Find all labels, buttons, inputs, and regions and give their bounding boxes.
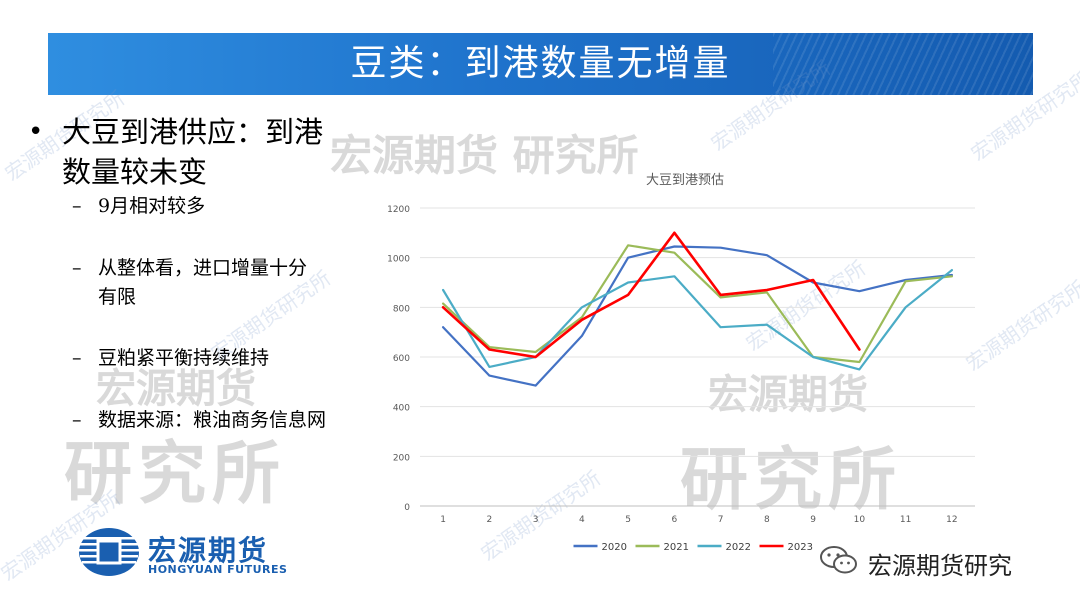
company-logo: 宏源期货 HONGYUAN FUTURES: [78, 527, 318, 577]
x-tick-label: 4: [579, 515, 585, 525]
sub-bullet-1: – 9月相对较多: [72, 192, 362, 221]
x-tick-label: 7: [718, 515, 724, 525]
series-line-2021: [441, 244, 954, 364]
x-tick-label: 3: [533, 515, 539, 525]
logo-text-en: HONGYUAN FUTURES: [148, 563, 288, 576]
y-tick-label: 1000: [387, 255, 410, 265]
wechat-label: 宏源期货研究: [868, 552, 1012, 580]
sub-bullet-4: – 数据来源：粮油商务信息网: [72, 406, 362, 435]
x-tick-label: 8: [764, 515, 770, 525]
sub-bullet-2-line-1: 从整体看，进口增量十分: [98, 257, 308, 279]
x-tick-label: 11: [900, 515, 911, 525]
sub-bullet-1-text: 9月相对较多: [98, 195, 206, 217]
x-tick-label: 5: [625, 515, 631, 525]
y-tick-label: 200: [393, 453, 410, 463]
x-axis: 1 2 3 4 5 6 7 8 9 10 11 12: [440, 515, 957, 525]
logo-emblem-icon: [79, 528, 139, 576]
x-tick-label: 6: [672, 515, 678, 525]
dash-icon: –: [72, 257, 82, 279]
x-tick-label: 10: [854, 515, 866, 525]
wechat-icon: [820, 546, 857, 574]
sub-bullet-2: – 从整体看，进口增量十分 有限: [72, 254, 362, 312]
sub-bullet-3: – 豆粕紧平衡持续维持: [72, 344, 362, 373]
series-line-2022: [441, 268, 954, 371]
series-line-2020: [441, 245, 954, 387]
main-bullet-block: • 大豆到港供应：到港 数量较未变: [24, 112, 364, 192]
bullet-dot-icon: •: [28, 117, 44, 147]
logo-text-cn: 宏源期货: [148, 534, 269, 567]
y-tick-label: 800: [393, 304, 410, 314]
line-chart: 大豆到港预估 0 200 400 600 800 1000 1200 1 2 3 4 5 6 7 8 9 10…: [375, 168, 995, 568]
wechat-tag: 宏源期货研究: [818, 544, 1058, 580]
legend-label-2023: 2023: [788, 542, 813, 553]
x-tick-label: 1: [440, 515, 446, 525]
y-axis: 0 200 400 600 800 1000 1200: [387, 205, 410, 513]
page-title: 豆类：到港数量无增量: [350, 43, 731, 84]
title-bar: 豆类：到港数量无增量: [48, 33, 1033, 95]
main-bullet-line-1: 大豆到港供应：到港: [62, 115, 324, 149]
legend: 2020 2021 2022 2023: [573, 542, 813, 553]
legend-label-2021: 2021: [664, 542, 689, 553]
legend-label-2022: 2022: [726, 542, 751, 553]
title-bar-stripes: [773, 33, 1033, 95]
legend-label-2020: 2020: [602, 542, 627, 553]
sub-bullet-2-line-2: 有限: [98, 286, 137, 308]
main-bullet: • 大豆到港供应：到港 数量较未变: [24, 112, 364, 192]
chart-title: 大豆到港预估: [646, 173, 724, 188]
dash-icon: –: [72, 195, 82, 217]
series-layer: [441, 231, 954, 387]
grid-layer: [420, 207, 975, 507]
dash-icon: –: [72, 409, 82, 431]
main-bullet-line-2: 数量较未变: [62, 155, 208, 189]
y-tick-label: 0: [404, 503, 410, 513]
sub-bullet-4-text: 数据来源：粮油商务信息网: [98, 409, 327, 431]
y-tick-label: 600: [393, 354, 410, 364]
y-tick-label: 400: [393, 404, 410, 414]
series-line-2023: [441, 231, 861, 359]
x-tick-label: 9: [810, 515, 816, 525]
x-tick-label: 12: [946, 515, 957, 525]
y-tick-label: 1200: [387, 205, 410, 215]
dash-icon: –: [72, 347, 82, 369]
x-tick-label: 2: [487, 515, 493, 525]
sub-bullet-3-text: 豆粕紧平衡持续维持: [98, 347, 270, 369]
